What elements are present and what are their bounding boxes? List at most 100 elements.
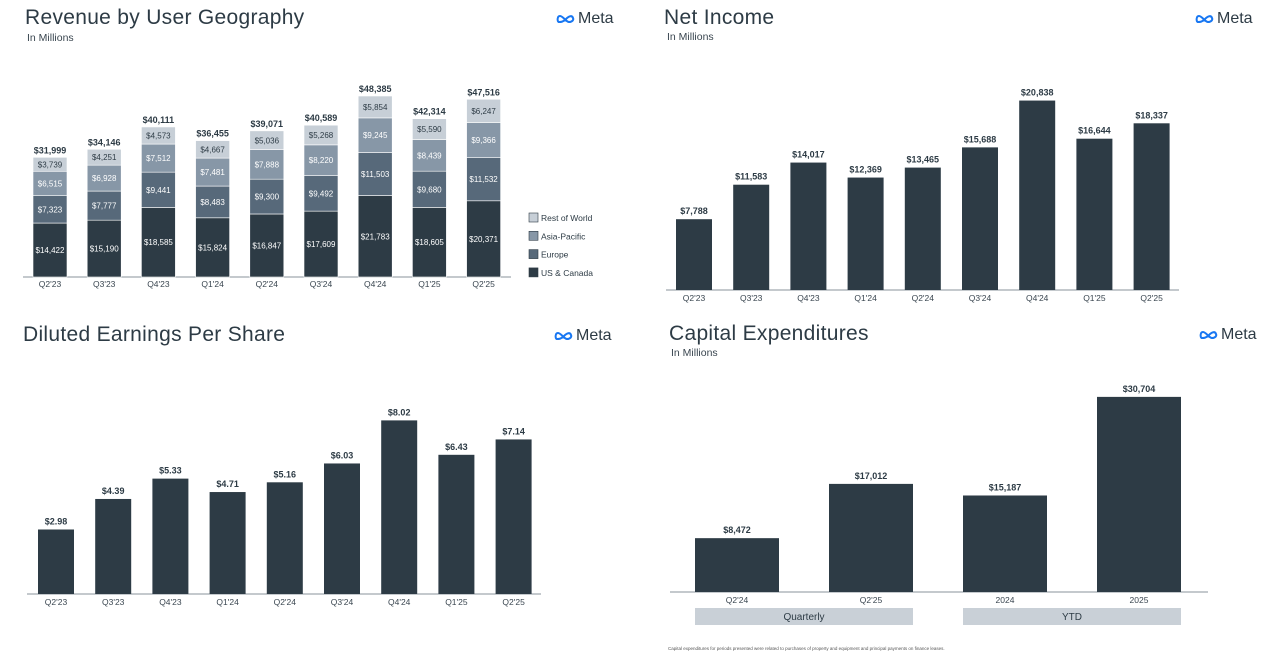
segment-label: $18,585	[144, 238, 173, 247]
bar-segment-us-canada	[303, 210, 339, 278]
segment-label: $15,824	[198, 243, 227, 252]
x-tick-label: Q3'23	[740, 293, 763, 303]
segment-label: $9,441	[146, 186, 171, 195]
segment-label: $5,268	[309, 131, 334, 140]
legend-label: Europe	[541, 250, 569, 260]
segment-label: $7,888	[255, 160, 280, 169]
bar-segment-us-canada	[195, 217, 230, 278]
total-label: $42,314	[413, 107, 446, 117]
x-tick-label: Q4'23	[797, 293, 820, 303]
bar-segment-europe	[249, 178, 285, 215]
segment-label: $16,847	[252, 241, 281, 250]
meta-infinity-icon	[1199, 330, 1218, 340]
data-label: $12,369	[849, 165, 882, 175]
segment-label: $7,323	[38, 205, 63, 214]
legend-swatch	[528, 249, 539, 259]
group-label: Quarterly	[783, 612, 824, 623]
segment-label: $5,036	[255, 136, 280, 145]
bar-segment-europe	[195, 185, 230, 219]
segment-label: $8,439	[417, 151, 442, 160]
bar	[962, 147, 998, 290]
total-label: $31,999	[34, 145, 67, 155]
segment-label: $8,220	[309, 156, 334, 165]
eps-title: Diluted Earnings Per Share	[23, 323, 286, 346]
segment-label: $7,777	[92, 202, 117, 211]
bar	[324, 463, 360, 594]
x-tick-label: Q3'24	[331, 597, 354, 607]
bar	[495, 439, 532, 594]
data-label: $11,583	[735, 172, 767, 182]
bar-segment-us-canada	[249, 213, 285, 278]
x-tick-label: Q2'23	[683, 293, 706, 303]
segment-label: $6,247	[471, 107, 496, 116]
total-label: $39,071	[251, 119, 284, 129]
x-tick-label: Q2'24	[256, 279, 279, 289]
total-label: $34,146	[88, 137, 121, 147]
x-tick-label: Q3'23	[102, 597, 125, 607]
segment-label: $4,251	[92, 153, 117, 162]
segment-label: $7,512	[146, 154, 171, 163]
data-label: $8.02	[388, 407, 411, 417]
x-tick-label: Q2'24	[912, 293, 935, 303]
bar	[790, 162, 827, 290]
legend-label: US & Canada	[541, 268, 593, 278]
bar-segment-us-canada	[86, 219, 122, 278]
x-tick-label: Q4'23	[159, 597, 182, 607]
meta-logo: Meta	[1195, 10, 1253, 28]
meta-logo: Meta	[556, 10, 614, 28]
segment-label: $5,590	[417, 125, 442, 134]
bar-segment-us-canada	[466, 200, 501, 278]
legend-swatch	[528, 212, 539, 223]
bar	[1019, 100, 1056, 291]
bar	[963, 495, 1047, 592]
x-tick-label: Q1'25	[418, 279, 441, 289]
segment-label: $9,245	[363, 131, 388, 140]
segment-label: $5,854	[363, 103, 388, 112]
x-tick-label: Q4'24	[388, 597, 411, 607]
bar-segment-asia-pacific	[466, 122, 501, 158]
bar-segment-asia-pacific	[86, 164, 122, 192]
bar	[1133, 123, 1170, 290]
bar-segment-europe	[86, 190, 122, 221]
segment-label: $6,928	[92, 174, 117, 183]
bar-segment-europe	[303, 175, 339, 212]
data-label: $2.98	[45, 516, 68, 526]
x-tick-label: 2024	[996, 595, 1015, 605]
total-label: $36,455	[196, 129, 229, 139]
x-tick-label: Q2'25	[860, 595, 883, 605]
bar	[438, 454, 475, 594]
x-tick-label: Q2'25	[472, 279, 495, 289]
bar-segment-rest-of-world	[466, 98, 501, 123]
total-label: $48,385	[359, 84, 392, 94]
meta-logo-text: Meta	[1217, 10, 1253, 27]
segment-label: $9,366	[471, 136, 496, 145]
bar-segment-asia-pacific	[357, 117, 393, 153]
x-tick-label: Q3'24	[969, 293, 992, 303]
segment-label: $4,667	[200, 145, 225, 154]
net-income-chart: $7,788 Q2'23 $11,583 Q3'23 $14,017 Q4'23 $12,3…	[666, 88, 1179, 303]
meta-logo-text: Meta	[576, 327, 612, 344]
x-tick-label: Q3'23	[93, 279, 116, 289]
bar	[95, 498, 132, 594]
net-income-subtitle: In Millions	[667, 31, 714, 43]
bar	[38, 529, 74, 594]
data-label: $15,688	[964, 134, 997, 144]
data-label: $7.14	[502, 426, 525, 436]
data-label: $15,187	[989, 482, 1022, 492]
meta-infinity-icon	[556, 14, 575, 24]
segment-label: $17,609	[307, 240, 336, 249]
segment-label: $8,483	[200, 198, 225, 207]
bar-segment-us-canada	[141, 207, 176, 278]
bar-segment-asia-pacific	[195, 157, 230, 187]
segment-label: $15,190	[90, 245, 119, 254]
bar-segment-europe	[141, 171, 176, 208]
data-label: $17,012	[855, 471, 888, 481]
data-label: $6.43	[445, 442, 468, 452]
data-label: $4.71	[216, 479, 239, 489]
bar-segment-europe	[357, 152, 393, 196]
bar-segment-rest-of-world	[357, 95, 393, 119]
net-income-title: Net Income	[664, 6, 775, 29]
x-tick-label: Q1'24	[216, 597, 239, 607]
data-label: $14,017	[792, 150, 825, 160]
x-tick-label: Q4'24	[364, 279, 387, 289]
